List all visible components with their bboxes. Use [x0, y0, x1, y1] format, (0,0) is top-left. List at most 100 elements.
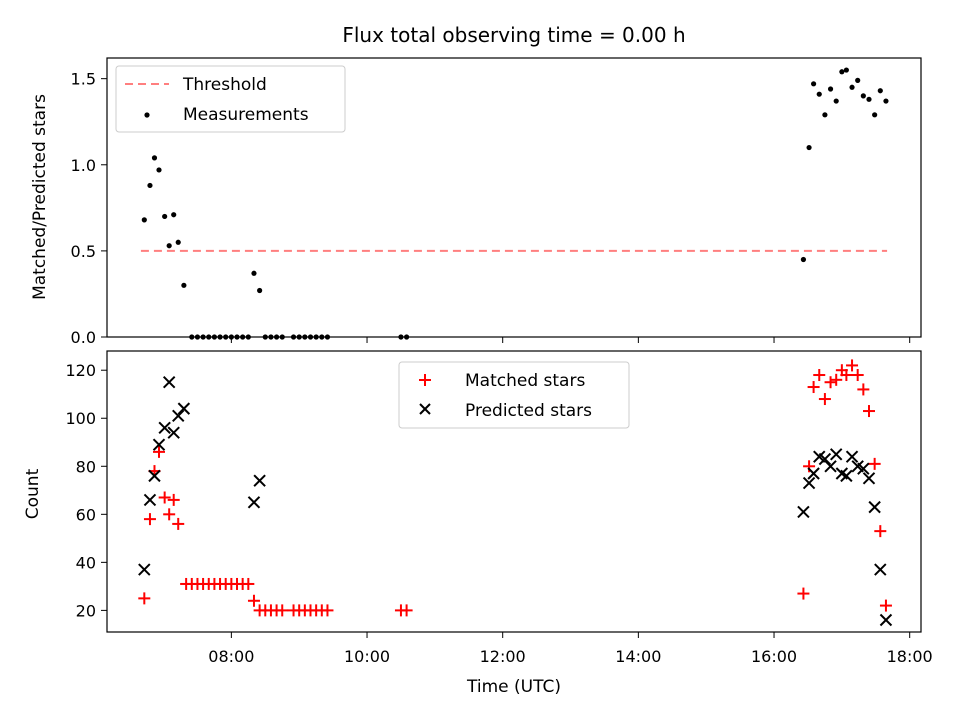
predicted-point	[152, 438, 166, 451]
legend-predicted-swatch	[419, 403, 431, 415]
measurement-point	[810, 81, 817, 87]
predicted-point-b	[807, 467, 820, 480]
predicted-point-b	[879, 613, 893, 627]
predicted-point	[824, 460, 837, 473]
predicted-point	[797, 505, 810, 519]
measurement-point	[189, 334, 195, 340]
matched-point	[797, 587, 810, 600]
measurement-point	[262, 334, 268, 340]
matched-point	[321, 604, 334, 617]
bottom-panel: 20 40 60 80 100 120 08:00 10:00 12:00 14:00 16:00 1…	[23, 350, 933, 697]
predicted-point	[167, 426, 180, 439]
measurement-point	[147, 182, 153, 189]
predicted-point-b	[845, 450, 859, 463]
matched-point	[242, 577, 255, 590]
matched-point	[807, 381, 820, 394]
measurement-point	[245, 334, 251, 340]
bottom-x-tick-label: 14:00	[615, 647, 661, 666]
measurement-point	[860, 93, 866, 99]
chart-title: Flux total observing time = 0.00 h	[342, 23, 685, 47]
measurement-point	[217, 334, 223, 340]
matched-point	[830, 373, 843, 386]
legend-measurements-label: Measurements	[183, 105, 309, 125]
matched-point	[874, 525, 887, 538]
measurement-point	[206, 334, 212, 340]
matched-point	[851, 369, 864, 382]
matched-point	[818, 393, 831, 406]
measurement-point	[816, 91, 822, 97]
predicted-point-b	[797, 505, 810, 519]
predicted-point	[830, 448, 843, 461]
top-legend: Threshold Measurements	[115, 65, 346, 133]
measurement-point	[290, 334, 297, 340]
measurement-point	[849, 84, 855, 90]
predicted-point-b	[253, 474, 266, 487]
measurement-point	[194, 334, 201, 340]
predicted-point	[807, 467, 820, 480]
measurement-point	[872, 112, 878, 118]
measurement-point	[302, 334, 308, 340]
bottom-marks	[138, 359, 893, 627]
legend-matched-swatch	[419, 374, 431, 386]
legend-measurements-swatch	[144, 112, 150, 118]
bottom-legend-box	[398, 361, 630, 429]
top-y-tick-label: 0.0	[71, 328, 96, 347]
predicted-point	[177, 402, 191, 415]
predicted-point-b	[824, 460, 837, 473]
measurement-point	[855, 77, 861, 83]
bottom-x-tick-label: 16:00	[751, 647, 797, 666]
measurement-point	[181, 282, 187, 288]
predicted-point	[802, 476, 816, 490]
top-legend-box	[115, 65, 346, 133]
bottom-y-tick-label: 60	[76, 505, 96, 524]
measurement-point	[822, 112, 828, 118]
matched-point	[158, 491, 171, 504]
measurement-point	[200, 334, 206, 340]
measurement-point	[827, 86, 834, 92]
measurement-point	[403, 334, 410, 340]
predicted-point-b	[162, 376, 176, 389]
predicted-point	[840, 469, 853, 483]
measurement-point	[279, 334, 285, 340]
predicted-point	[247, 496, 261, 509]
measurement-point	[171, 212, 177, 218]
measurement-point	[268, 334, 274, 340]
predicted-point-b	[158, 421, 171, 435]
matched-point	[840, 369, 853, 382]
predicted-point-b	[152, 438, 166, 451]
top-marks	[140, 67, 889, 340]
predicted-point	[862, 472, 876, 485]
predicted-point-b	[840, 469, 853, 483]
predicted-point-b	[148, 469, 161, 483]
predicted-point-b	[167, 426, 180, 439]
legend-matched-label: Matched stars	[465, 371, 585, 391]
matched-point	[143, 513, 156, 526]
measurement-point	[211, 334, 218, 340]
bottom-y-axis-label: Count	[23, 468, 43, 519]
measurement-point	[257, 287, 263, 294]
measurement-point	[240, 334, 246, 340]
predicted-point-b	[172, 409, 185, 423]
measurement-point	[313, 334, 319, 340]
measurement-point	[251, 270, 257, 276]
matched-point	[167, 493, 180, 506]
predicted-point-b	[138, 563, 151, 576]
matched-point	[163, 508, 176, 521]
predicted-point-b	[862, 472, 876, 485]
matched-point	[247, 594, 260, 607]
measurement-point	[234, 334, 240, 340]
measurement-point	[806, 144, 812, 151]
measurement-point	[800, 256, 807, 263]
matched-point	[276, 604, 289, 617]
matched-point	[862, 405, 875, 418]
bottom-x-tick-label: 18:00	[887, 647, 933, 666]
x-axis-label: Time (UTC)	[466, 677, 561, 697]
predicted-point	[818, 452, 832, 466]
measurement-point	[175, 239, 181, 245]
measurement-point	[883, 98, 889, 104]
bottom-x-tick-label: 08:00	[208, 647, 254, 666]
measurement-point	[223, 334, 229, 340]
predicted-point-b	[818, 452, 832, 466]
predicted-point-b	[247, 496, 261, 509]
